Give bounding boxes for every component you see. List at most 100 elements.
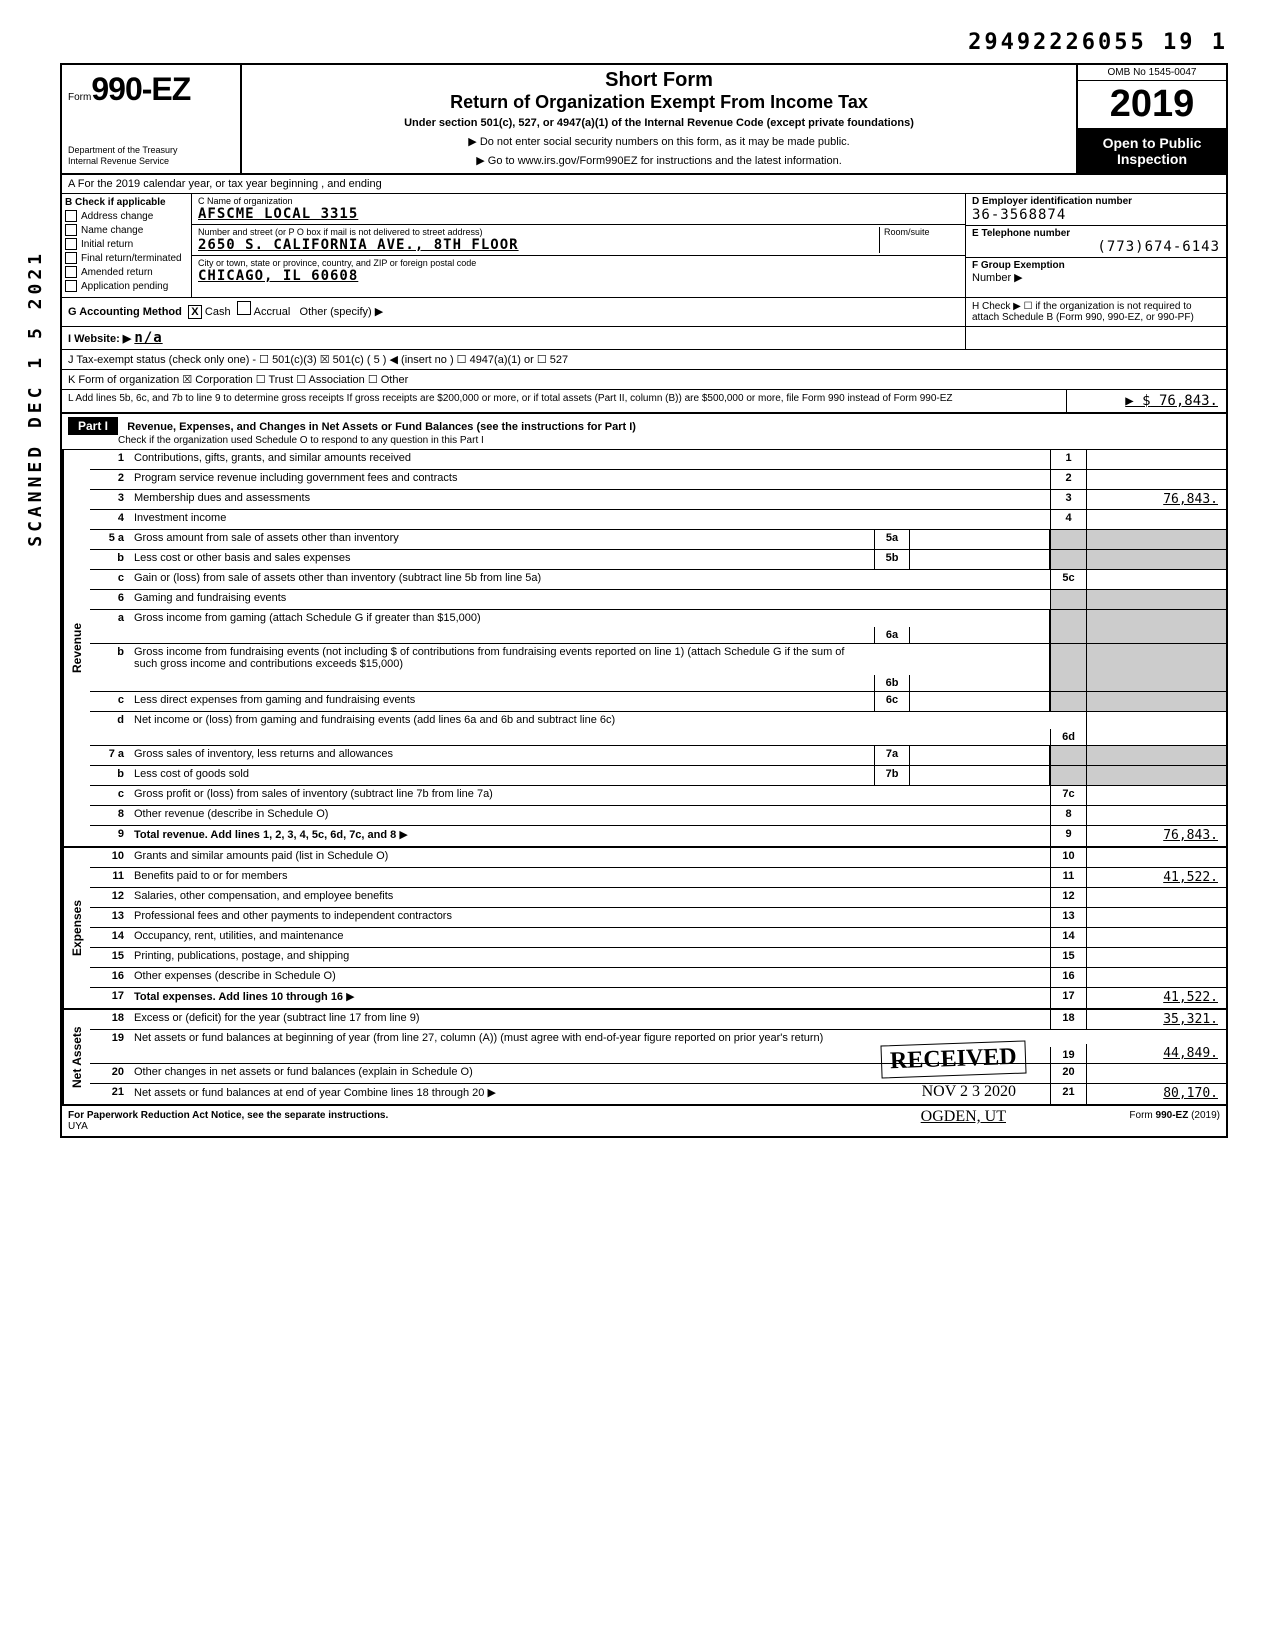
org-name: AFSCME LOCAL 3315 <box>198 206 959 222</box>
line-17: 17Total expenses. Add lines 10 through 1… <box>90 988 1226 1008</box>
dept-treasury: Department of the Treasury Internal Reve… <box>68 145 234 167</box>
chk-accrual[interactable] <box>237 301 251 315</box>
chk-amended[interactable]: Amended return <box>65 266 188 278</box>
line-16: 16Other expenses (describe in Schedule O… <box>90 968 1226 988</box>
dept2: Internal Revenue Service <box>68 156 234 167</box>
part1-title: Revenue, Expenses, and Changes in Net As… <box>127 421 636 433</box>
scanned-stamp: SCANNED DEC 1 5 2021 <box>25 250 46 547</box>
netassets-lines: 18Excess or (deficit) for the year (subt… <box>90 1010 1226 1104</box>
line-21: 21Net assets or fund balances at end of … <box>90 1084 1226 1104</box>
chk-final[interactable]: Final return/terminated <box>65 252 188 264</box>
instr2: Go to www.irs.gov/Form990EZ for instruct… <box>250 154 1068 167</box>
ein-row: D Employer identification number 36-3568… <box>966 194 1226 226</box>
chk-cash[interactable]: X <box>188 305 202 319</box>
row-j: J Tax-exempt status (check only one) - ☐… <box>62 350 1226 370</box>
line-6a: aGross income from gaming (attach Schedu… <box>90 610 1226 644</box>
ein-value: 36-3568874 <box>972 207 1220 223</box>
org-address: 2650 S. CALIFORNIA AVE., 8TH FLOOR <box>198 237 879 253</box>
org-city: CHICAGO, IL 60608 <box>198 268 959 284</box>
expenses-lines: 10Grants and similar amounts paid (list … <box>90 848 1226 1008</box>
org-name-label: C Name of organization <box>198 196 959 206</box>
part1-sub: Check if the organization used Schedule … <box>68 435 1220 446</box>
line-14: 14Occupancy, rent, utilities, and mainte… <box>90 928 1226 948</box>
cash-label: Cash <box>205 306 231 318</box>
dept1: Department of the Treasury <box>68 145 234 156</box>
line-10: 10Grants and similar amounts paid (list … <box>90 848 1226 868</box>
tel-label: E Telephone number <box>972 228 1220 239</box>
expenses-grid: Expenses 10Grants and similar amounts pa… <box>62 848 1226 1010</box>
col-c-org-info: C Name of organization AFSCME LOCAL 3315… <box>192 194 966 297</box>
chk-initial[interactable]: Initial return <box>65 238 188 250</box>
row-h: H Check ▶ ☐ if the organization is not r… <box>966 298 1226 326</box>
form-number: Form990-EZ <box>68 71 234 108</box>
line-4: 4Investment income4 <box>90 510 1226 530</box>
line-11: 11Benefits paid to or for members1141,52… <box>90 868 1226 888</box>
paperwork-notice: For Paperwork Reduction Act Notice, see … <box>68 1110 388 1121</box>
ogden-stamp: OGDEN, UT <box>921 1108 1006 1126</box>
line-7a: 7 aGross sales of inventory, less return… <box>90 746 1226 766</box>
ein-label: D Employer identification number <box>972 196 1220 207</box>
col-b-header: B Check if applicable <box>65 197 188 208</box>
line-7b: bLess cost of goods sold7b <box>90 766 1226 786</box>
chk-address[interactable]: Address change <box>65 210 188 222</box>
addr-label: Number and street (or P O box if mail is… <box>198 227 879 237</box>
l-prefix: ▶ $ <box>1125 393 1150 409</box>
part1-header-row: Part I Revenue, Expenses, and Changes in… <box>62 414 1226 450</box>
part1-label: Part I <box>68 417 118 435</box>
omb-number: OMB No 1545-0047 <box>1078 65 1226 81</box>
line-20: 20Other changes in net assets or fund ba… <box>90 1064 1226 1084</box>
row-l: L Add lines 5b, 6c, and 7b to line 9 to … <box>62 390 1226 414</box>
line-3: 3Membership dues and assessments376,843. <box>90 490 1226 510</box>
netassets-label: Net Assets <box>62 1010 90 1104</box>
section-bcd: B Check if applicable Address change Nam… <box>62 194 1226 298</box>
row-l-text: L Add lines 5b, 6c, and 7b to line 9 to … <box>62 390 1066 412</box>
line-5c: cGain or (loss) from sale of assets othe… <box>90 570 1226 590</box>
form-prefix: Form <box>68 92 91 103</box>
website-label: I Website: ▶ <box>68 333 131 345</box>
row-g: G Accounting Method XCash Accrual Other … <box>62 298 966 326</box>
year-cell: OMB No 1545-0047 2019 Open to Public Ins… <box>1076 65 1226 173</box>
form-label-cell: Form990-EZ Department of the Treasury In… <box>62 65 242 173</box>
tel-value: (773)674-6143 <box>972 239 1220 255</box>
row-i: I Website: ▶ n/a <box>62 327 1226 350</box>
g-label: G Accounting Method <box>68 306 182 318</box>
received-stamp: RECEIVED <box>881 1040 1027 1078</box>
line-8: 8Other revenue (describe in Schedule O)8 <box>90 806 1226 826</box>
revenue-label: Revenue <box>62 450 90 846</box>
other-label: Other (specify) ▶ <box>300 306 384 318</box>
l-amt: 76,843. <box>1159 393 1218 409</box>
instr1: Do not enter social security numbers on … <box>250 135 1068 148</box>
line-5b: bLess cost or other basis and sales expe… <box>90 550 1226 570</box>
line-6c: cLess direct expenses from gaming and fu… <box>90 692 1226 712</box>
grp-label: F Group Exemption <box>972 260 1220 271</box>
row-a-tax-year: A For the 2019 calendar year, or tax yea… <box>62 175 1226 194</box>
accrual-label: Accrual <box>254 306 291 318</box>
city-row: City or town, state or province, country… <box>192 256 965 286</box>
received-date: NOV 2 3 2020 <box>922 1083 1016 1101</box>
open2: Inspection <box>1080 151 1224 167</box>
grp-row: F Group Exemption Number ▶ <box>966 258 1226 286</box>
subtitle: Under section 501(c), 527, or 4947(a)(1)… <box>250 117 1068 129</box>
addr-row: Number and street (or P O box if mail is… <box>192 225 965 256</box>
form-990ez: Form990-EZ Department of the Treasury In… <box>60 63 1228 1138</box>
uya: UYA <box>68 1121 88 1132</box>
title-cell: Short Form Return of Organization Exempt… <box>242 65 1076 173</box>
tax-year: 2019 <box>1078 81 1226 129</box>
line-12: 12Salaries, other compensation, and empl… <box>90 888 1226 908</box>
open1: Open to Public <box>1080 135 1224 151</box>
line-6: 6Gaming and fundraising events <box>90 590 1226 610</box>
line-19: 19Net assets or fund balances at beginni… <box>90 1030 1226 1064</box>
city-label: City or town, state or province, country… <box>198 258 959 268</box>
grp-label2: Number ▶ <box>972 271 1220 284</box>
open-public: Open to Public Inspection <box>1078 129 1226 173</box>
org-name-row: C Name of organization AFSCME LOCAL 3315 <box>192 194 965 225</box>
chk-name[interactable]: Name change <box>65 224 188 236</box>
expenses-label: Expenses <box>62 848 90 1008</box>
header-section: Form990-EZ Department of the Treasury In… <box>62 65 1226 175</box>
col-b-checkboxes: B Check if applicable Address change Nam… <box>62 194 192 297</box>
chk-pending[interactable]: Application pending <box>65 280 188 292</box>
form-990ez-number: 990-EZ <box>91 71 190 107</box>
line-5a: 5 aGross amount from sale of assets othe… <box>90 530 1226 550</box>
revenue-grid: Revenue 1Contributions, gifts, grants, a… <box>62 450 1226 848</box>
line-9: 9Total revenue. Add lines 1, 2, 3, 4, 5c… <box>90 826 1226 846</box>
